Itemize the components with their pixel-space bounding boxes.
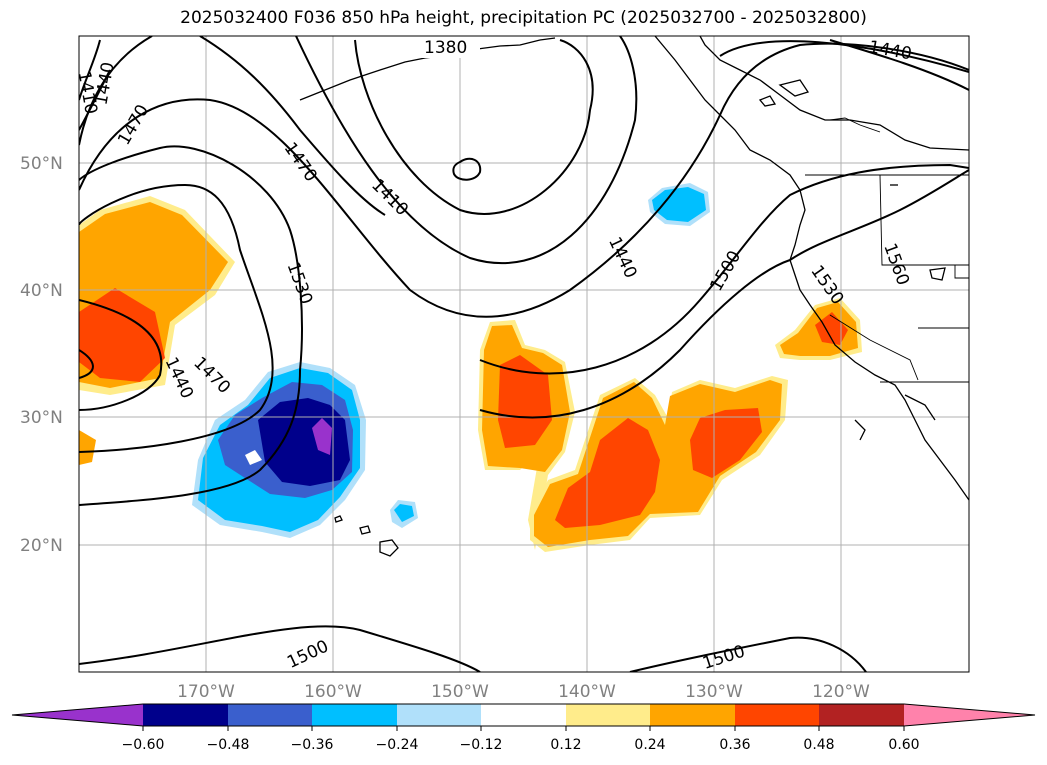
lat-label: 40°N	[20, 281, 63, 301]
colorbar-tick-label: −0.12	[460, 737, 503, 753]
lat-label: 30°N	[20, 408, 63, 428]
contour-label: 1560	[879, 241, 913, 288]
contour-label: 1500	[284, 636, 332, 672]
colorbar-tick-label: −0.60	[122, 737, 165, 753]
colorbar-tick-label: 0.36	[719, 737, 750, 753]
height-contours	[79, 36, 969, 672]
negative-anomaly-fields	[192, 183, 710, 538]
contour-label: 1500	[700, 642, 747, 674]
contour-label: 1470	[114, 101, 153, 148]
lon-label: 150°W	[431, 682, 489, 702]
colorbar-extend-high	[904, 704, 1035, 726]
lon-label: 140°W	[558, 682, 616, 702]
map-area: 1380 1440 1410 1440 1470 1470 1410 1440 …	[74, 36, 969, 674]
colorbar-tick-label: −0.48	[207, 737, 250, 753]
contour-label: 1500	[706, 247, 745, 294]
colorbar-tick-label: 0.12	[550, 737, 581, 753]
colorbar-segment	[143, 704, 228, 726]
contour-label: 1380	[424, 38, 467, 58]
map-frame	[78, 35, 970, 673]
contour-label: 1440	[91, 61, 118, 107]
longitude-labels: 170°W 160°W 150°W 140°W 130°W 120°W	[177, 682, 870, 702]
colorbar-tick-label: 0.24	[634, 737, 665, 753]
colorbar-tick-label: −0.36	[291, 737, 334, 753]
plot-title: 2025032400 F036 850 hPa height, precipit…	[180, 8, 867, 28]
colorbar-extend-low	[12, 704, 143, 726]
colorbar-segment	[819, 704, 904, 726]
contour-label: 1530	[283, 260, 317, 307]
lon-label: 170°W	[177, 682, 235, 702]
colorbar-segment	[650, 704, 735, 726]
gridlines	[79, 36, 969, 672]
colorbar-tick-label: −0.24	[376, 737, 419, 753]
contour-label: 1410	[74, 70, 101, 116]
positive-anomaly-fields	[79, 196, 862, 552]
contour-label: 1440	[867, 37, 913, 64]
colorbar-segment	[566, 704, 650, 726]
contour-label: 1410	[367, 175, 412, 220]
boundaries	[805, 117, 969, 383]
colorbar-segment	[228, 704, 312, 726]
colorbar-segment	[397, 704, 481, 726]
lat-label: 20°N	[20, 536, 63, 556]
lon-label: 160°W	[304, 682, 362, 702]
lat-label: 50°N	[20, 154, 63, 174]
colorbar-tick-label: 0.60	[888, 737, 919, 753]
lon-label: 120°W	[812, 682, 870, 702]
colorbar-tick-label: 0.48	[803, 737, 834, 753]
colorbar: −0.60 −0.48 −0.36 −0.24 −0.12 0.12 0.24 …	[11, 703, 1036, 753]
colorbar-segment	[312, 704, 397, 726]
latitude-labels: 50°N 40°N 30°N 20°N	[20, 154, 63, 556]
lon-label: 130°W	[685, 682, 743, 702]
colorbar-segment	[481, 704, 566, 726]
colorbar-segment	[735, 704, 819, 726]
